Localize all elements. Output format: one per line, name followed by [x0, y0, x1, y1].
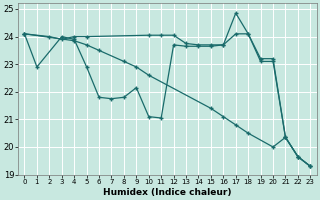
X-axis label: Humidex (Indice chaleur): Humidex (Indice chaleur)	[103, 188, 232, 197]
